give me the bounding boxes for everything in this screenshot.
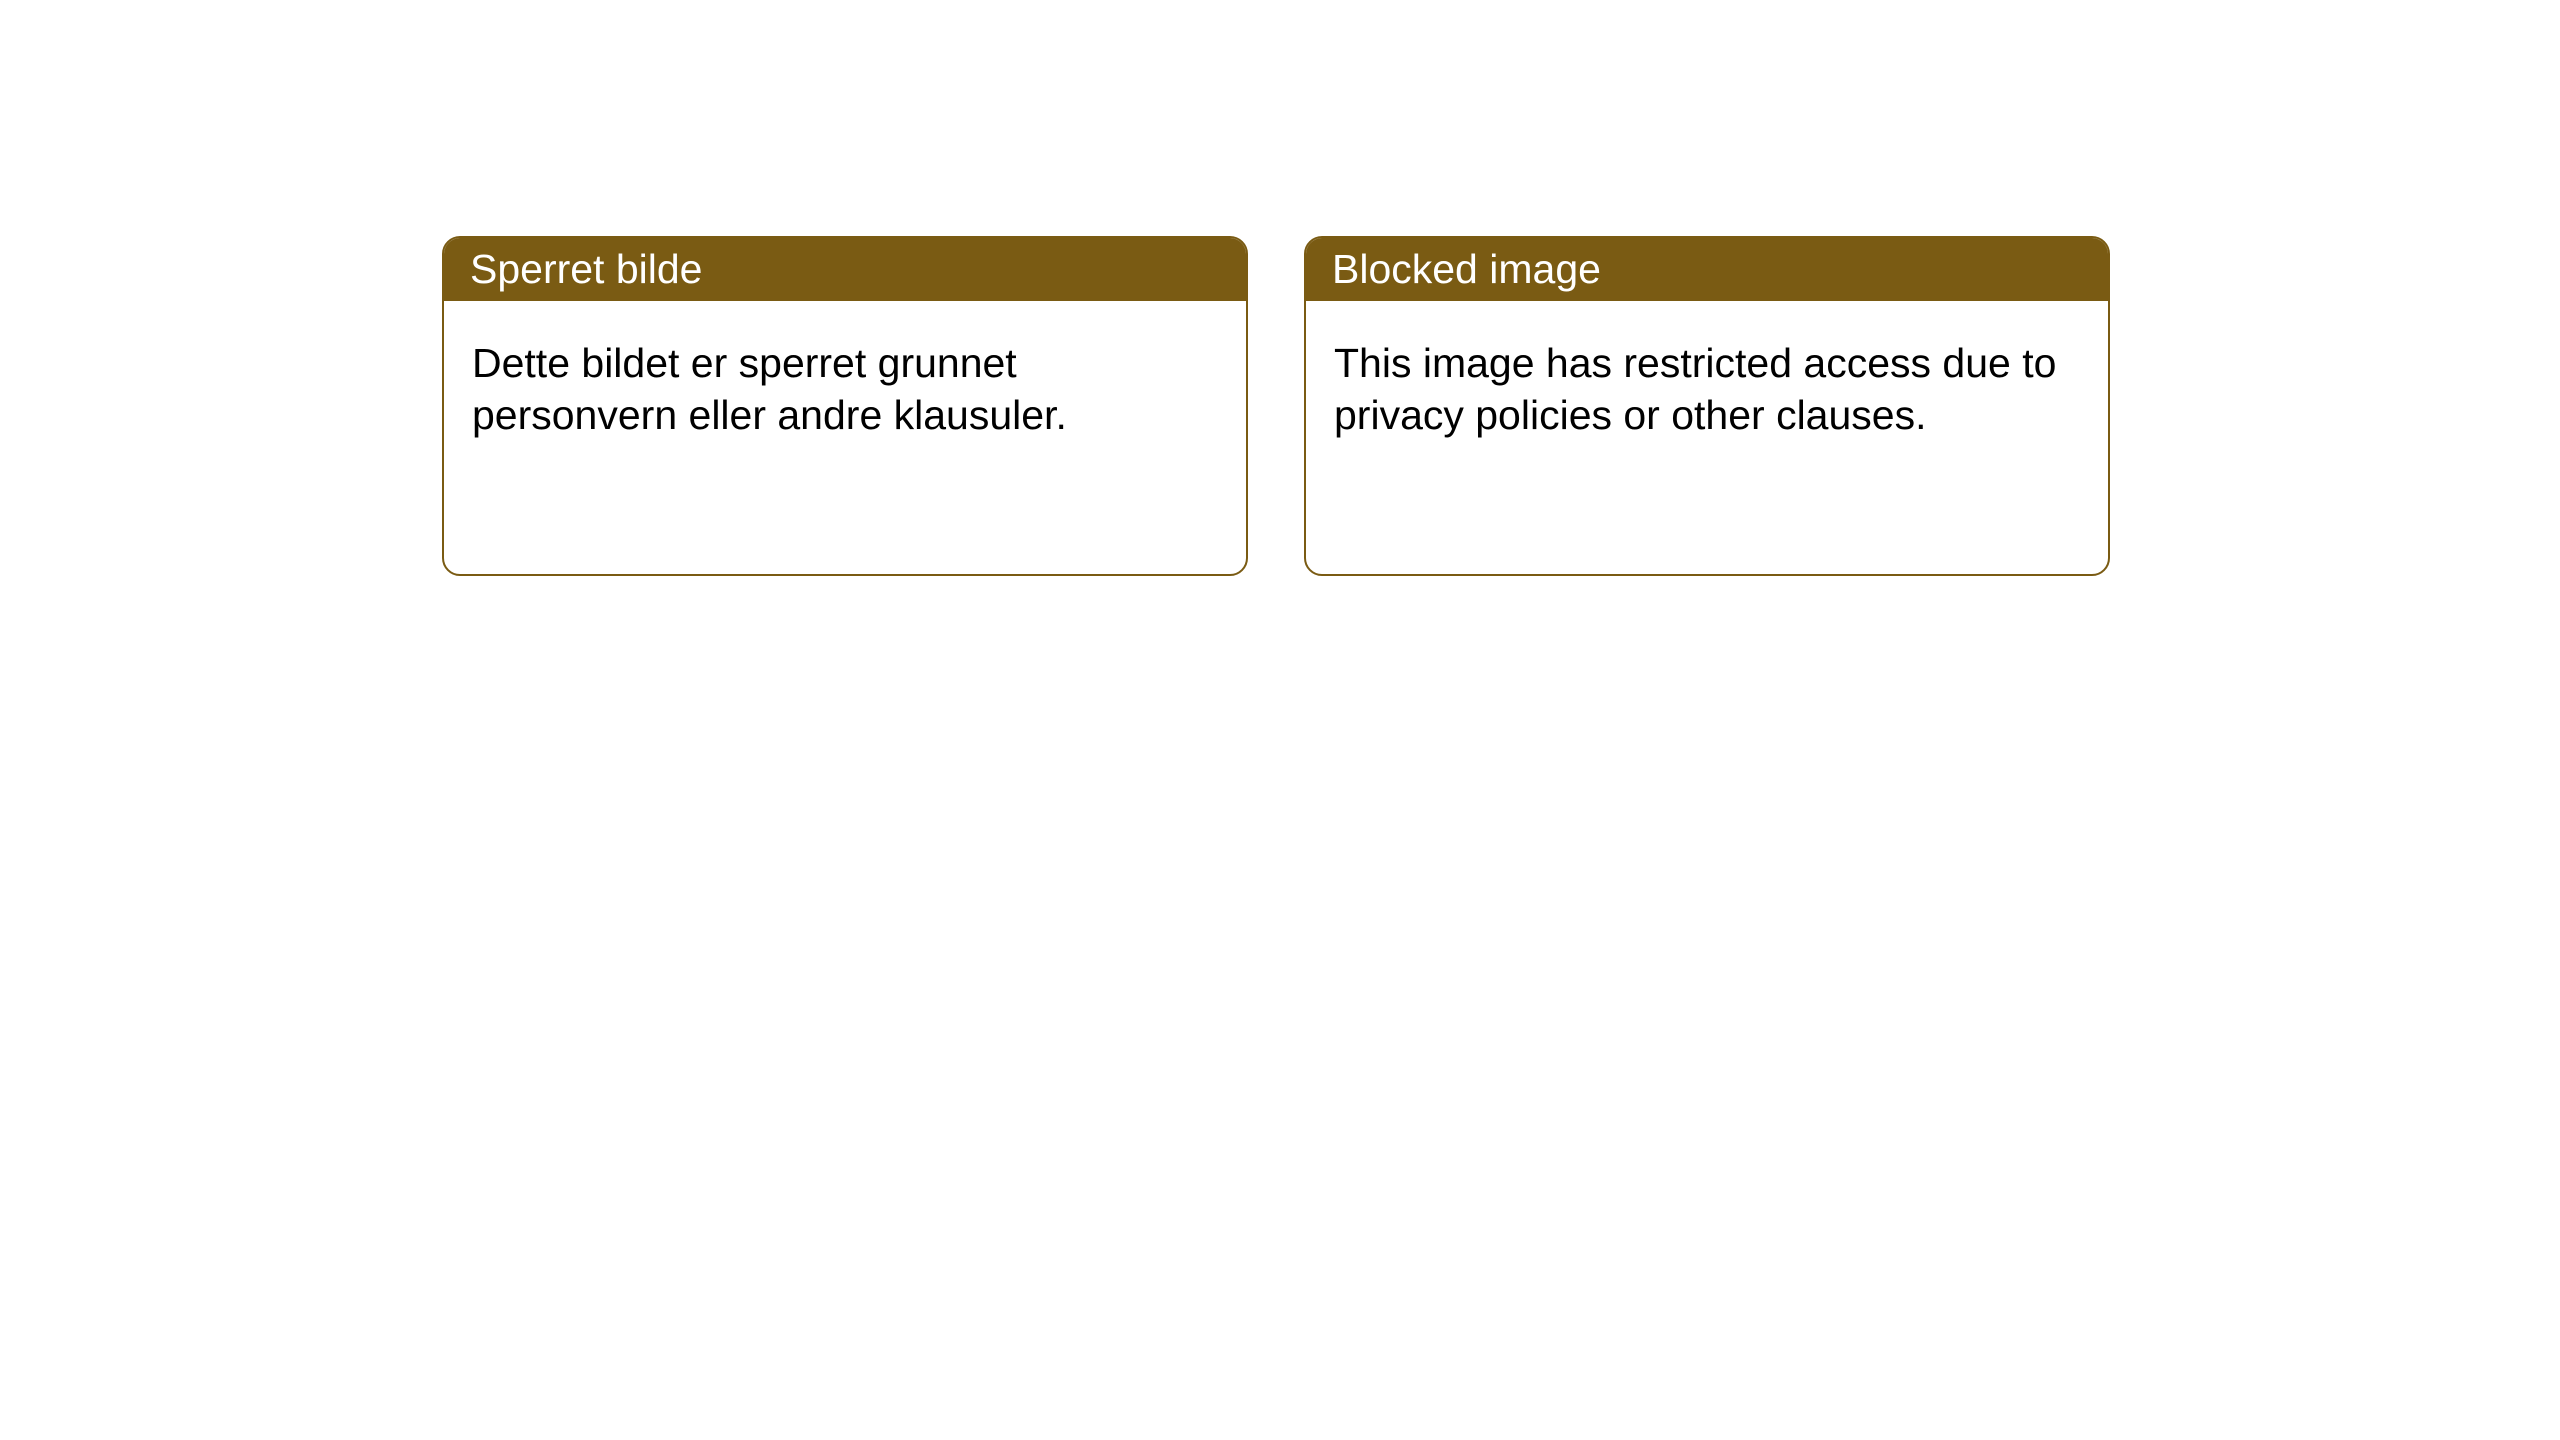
card-title: Blocked image bbox=[1332, 246, 1601, 292]
blocked-image-card-en: Blocked image This image has restricted … bbox=[1304, 236, 2110, 576]
card-header: Blocked image bbox=[1306, 238, 2108, 301]
blocked-image-card-no: Sperret bilde Dette bildet er sperret gr… bbox=[442, 236, 1248, 576]
card-title: Sperret bilde bbox=[470, 246, 702, 292]
card-body-text: Dette bildet er sperret grunnet personve… bbox=[472, 340, 1067, 438]
card-body-text: This image has restricted access due to … bbox=[1334, 340, 2056, 438]
card-header: Sperret bilde bbox=[444, 238, 1246, 301]
card-body: This image has restricted access due to … bbox=[1306, 301, 2108, 478]
card-body: Dette bildet er sperret grunnet personve… bbox=[444, 301, 1246, 478]
notice-container: Sperret bilde Dette bildet er sperret gr… bbox=[0, 0, 2560, 576]
